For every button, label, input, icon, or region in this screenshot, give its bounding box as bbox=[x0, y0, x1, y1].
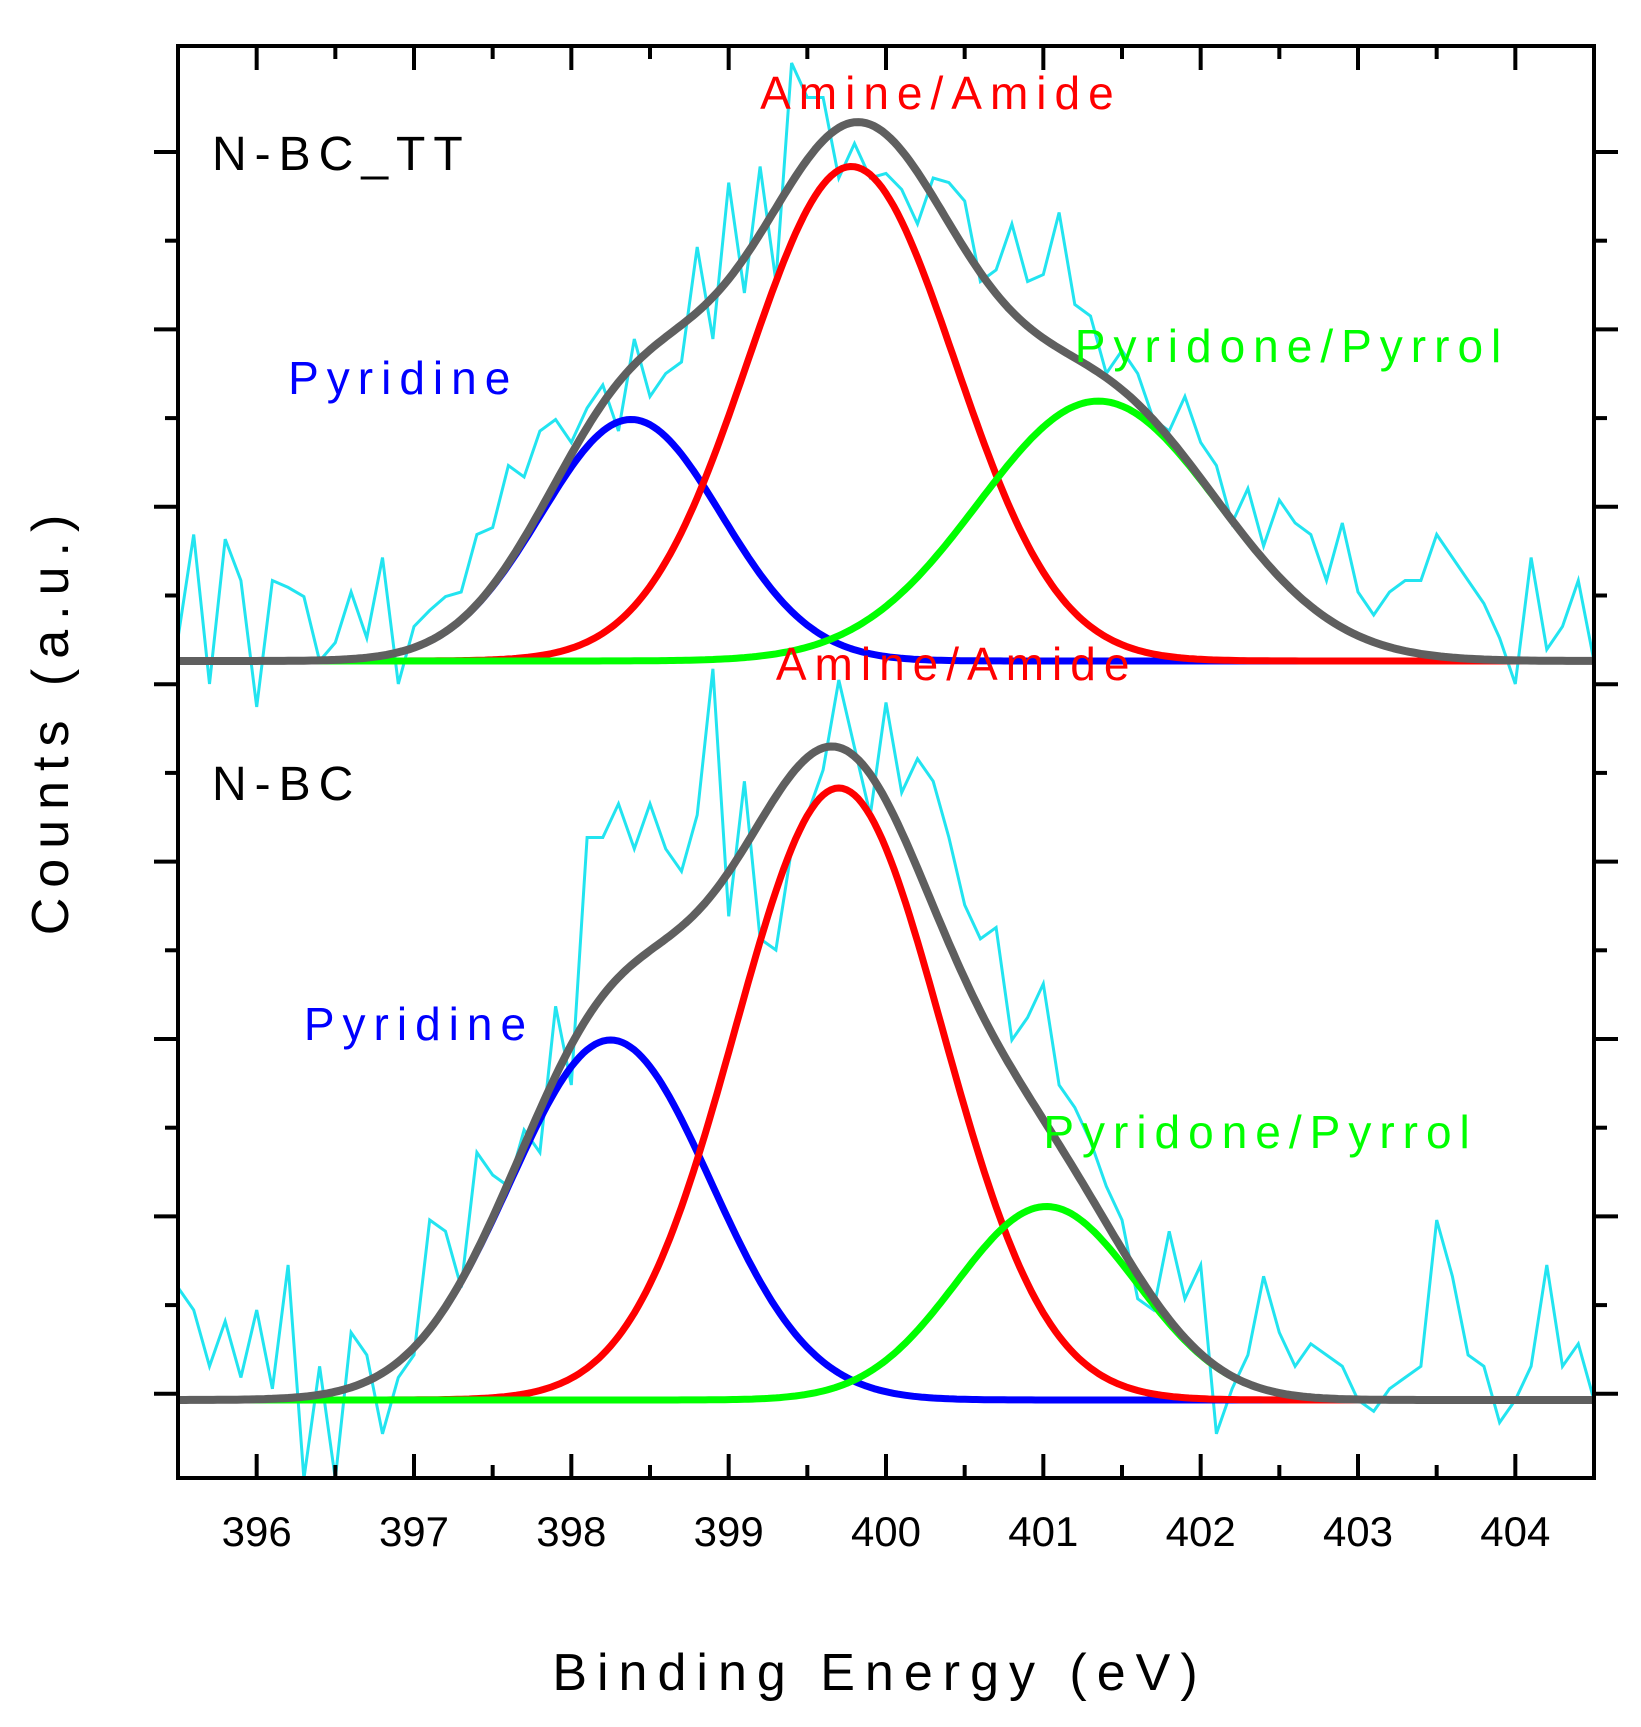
x-tick-label: 404 bbox=[1480, 1508, 1550, 1555]
sample-label-n-bc-tt: N-BC_TT bbox=[212, 128, 471, 181]
peak-label-pyridone-pyrrol-n-bc: Pyridone/Pyrrol bbox=[1043, 1106, 1477, 1158]
peak-label-pyridone-pyrrol-n-bc-tt: Pyridone/Pyrrol bbox=[1075, 320, 1509, 372]
x-tick-label: 400 bbox=[851, 1508, 921, 1555]
y-axis-title: Counts (a.u.) bbox=[22, 505, 80, 936]
peak-label-amine-amide-n-bc-tt: Amine/Amide bbox=[760, 67, 1122, 119]
x-tick-label: 401 bbox=[1008, 1508, 1078, 1555]
x-tick-label: 402 bbox=[1166, 1508, 1236, 1555]
envelope-n-bc bbox=[178, 742, 1594, 1404]
peak-label-pyridine-n-bc-tt: Pyridine bbox=[288, 352, 518, 404]
peak-label-amine-amide-n-bc: Amine/Amide bbox=[776, 638, 1138, 690]
raw-spectrum-n-bc-tt bbox=[178, 62, 1594, 708]
envelope-n-bc-tt bbox=[178, 118, 1594, 665]
x-tick-label: 399 bbox=[694, 1508, 764, 1555]
x-tick-label: 398 bbox=[536, 1508, 606, 1555]
axes: 396 397 398 399 400 401 402 403 404 bbox=[154, 44, 1618, 1555]
peak-label-pyridine-n-bc: Pyridine bbox=[304, 998, 534, 1050]
sample-label-n-bc: N-BC bbox=[212, 758, 361, 811]
x-tick-label: 396 bbox=[222, 1508, 292, 1555]
x-tick-label: 397 bbox=[379, 1508, 449, 1555]
panel-n-bc bbox=[178, 668, 1594, 1478]
x-tick-label: 403 bbox=[1323, 1508, 1393, 1555]
plot-area: N-BC_TT Pyridine Amine/Amide Pyridone/Pyrro… bbox=[178, 62, 1594, 1478]
x-axis-title: Binding Energy (eV) bbox=[552, 1644, 1207, 1702]
panel-n-bc-tt bbox=[178, 62, 1594, 708]
